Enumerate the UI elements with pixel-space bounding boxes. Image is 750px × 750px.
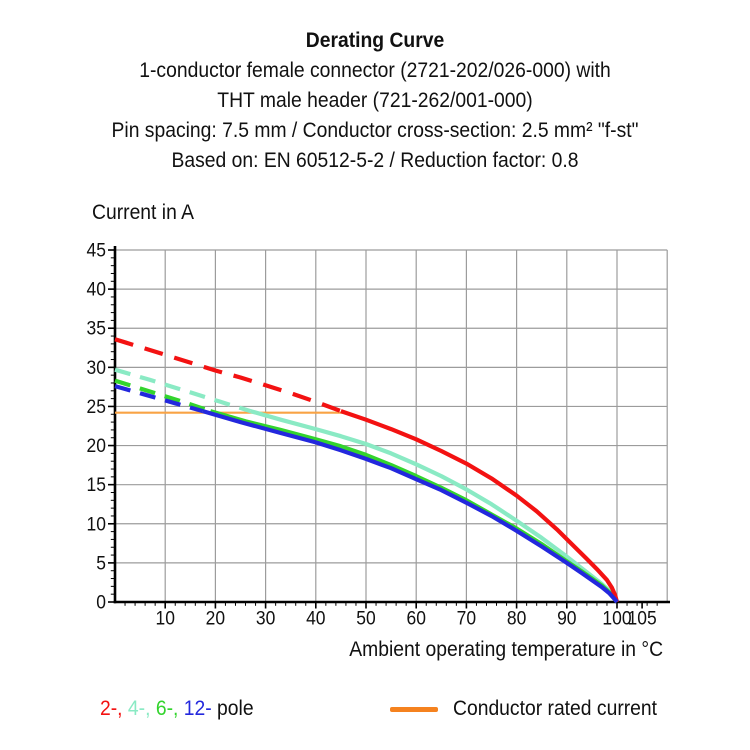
legend-pole-label: 4-, [127, 697, 156, 720]
chart-title: Derating Curve [305, 29, 445, 52]
x-tick-label: 10 [155, 607, 174, 629]
legend-pole-label: 6-, [155, 697, 184, 720]
y-tick-label: 30 [87, 356, 106, 378]
x-tick-label: 50 [356, 607, 375, 629]
y-tick-label: 20 [87, 434, 106, 456]
y-tick-label: 45 [87, 239, 106, 261]
x-tick-label: 80 [507, 607, 526, 629]
series-12-pole-dashed [114, 384, 204, 414]
x-tick-label: 20 [206, 607, 225, 629]
y-tick-label: 15 [87, 473, 106, 495]
header-line-connector: 1-conductor female connector (2721-202/0… [139, 59, 611, 82]
legend-pole-suffix: pole [211, 697, 254, 720]
rated-current-label: Conductor rated current [453, 697, 658, 720]
series-2-pole-solid [340, 409, 620, 603]
x-axis-label: Ambient operating temperature in °C [349, 638, 663, 661]
series-4-pole-dashed [114, 367, 252, 414]
x-tick-label: 40 [306, 607, 325, 629]
x-tick-label: 100 [602, 607, 631, 629]
series-12-pole-solid [202, 409, 619, 604]
series-6-pole-dashed [114, 378, 212, 414]
x-tick-label: 30 [256, 607, 275, 629]
y-tick-label: 40 [87, 278, 106, 300]
legend-pole-label: 2-, [100, 697, 128, 720]
y-axis-label: Current in A [92, 201, 195, 224]
x-tick-label: 60 [406, 607, 425, 629]
legend-poles: 2-, 4-, 6-, 12- pole [100, 697, 254, 721]
y-tick-label: 5 [96, 552, 106, 574]
y-tick-label: 25 [87, 395, 106, 417]
legend-pole-label: 12- [183, 697, 212, 720]
x-tick-label: 70 [457, 607, 476, 629]
x-tick-label: 90 [557, 607, 576, 629]
series-2-pole-dashed [114, 337, 342, 414]
rated-current-line-swatch [390, 706, 438, 712]
chart-header: Derating Curve 1-conductor female connec… [0, 26, 750, 176]
header-line-male-header: THT male header (721-262/001-000) [217, 89, 533, 112]
header-line-pin-spacing: Pin spacing: 7.5 mm / Conductor cross-se… [111, 119, 639, 142]
y-tick-label: 35 [87, 317, 106, 339]
y-tick-label: 0 [96, 591, 106, 613]
legend-rated: Conductor rated current [390, 697, 675, 721]
y-tick-label: 10 [87, 513, 106, 535]
x-tick-label: 105 [628, 607, 657, 629]
header-line-based-on: Based on: EN 60512-5-2 / Reduction facto… [171, 149, 579, 172]
